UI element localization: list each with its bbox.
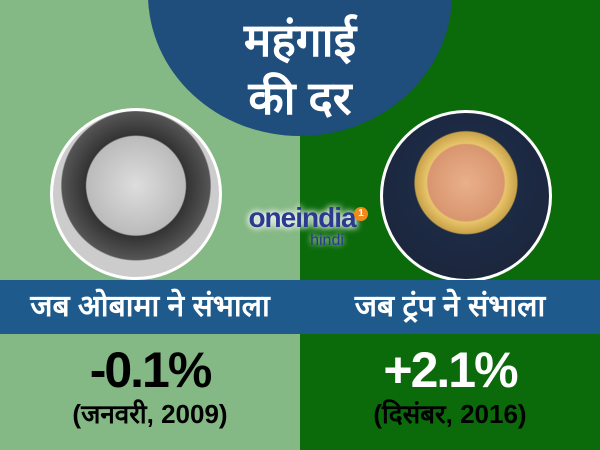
title-line-1: महंगाई bbox=[243, 14, 357, 66]
label-banner bbox=[0, 280, 600, 334]
left-value: -0.1% bbox=[89, 342, 213, 398]
right-label: जब ट्रंप ने संभाला bbox=[354, 290, 546, 323]
oneindia-logo: oneindia hindi 1 bbox=[232, 203, 372, 263]
trump-photo bbox=[380, 110, 552, 282]
logo-badge: 1 bbox=[354, 207, 368, 221]
left-label: जब ओबामा ने संभाला bbox=[30, 290, 270, 323]
title-line-2: की दर bbox=[248, 72, 352, 124]
left-date: (जनवरी, 2009) bbox=[72, 399, 228, 429]
logo-main: oneindia bbox=[248, 202, 356, 233]
right-date: (दिसंबर, 2016) bbox=[373, 399, 527, 429]
right-value: +2.1% bbox=[383, 342, 518, 398]
logo-sub: hindi bbox=[310, 232, 344, 249]
obama-photo bbox=[50, 108, 222, 280]
